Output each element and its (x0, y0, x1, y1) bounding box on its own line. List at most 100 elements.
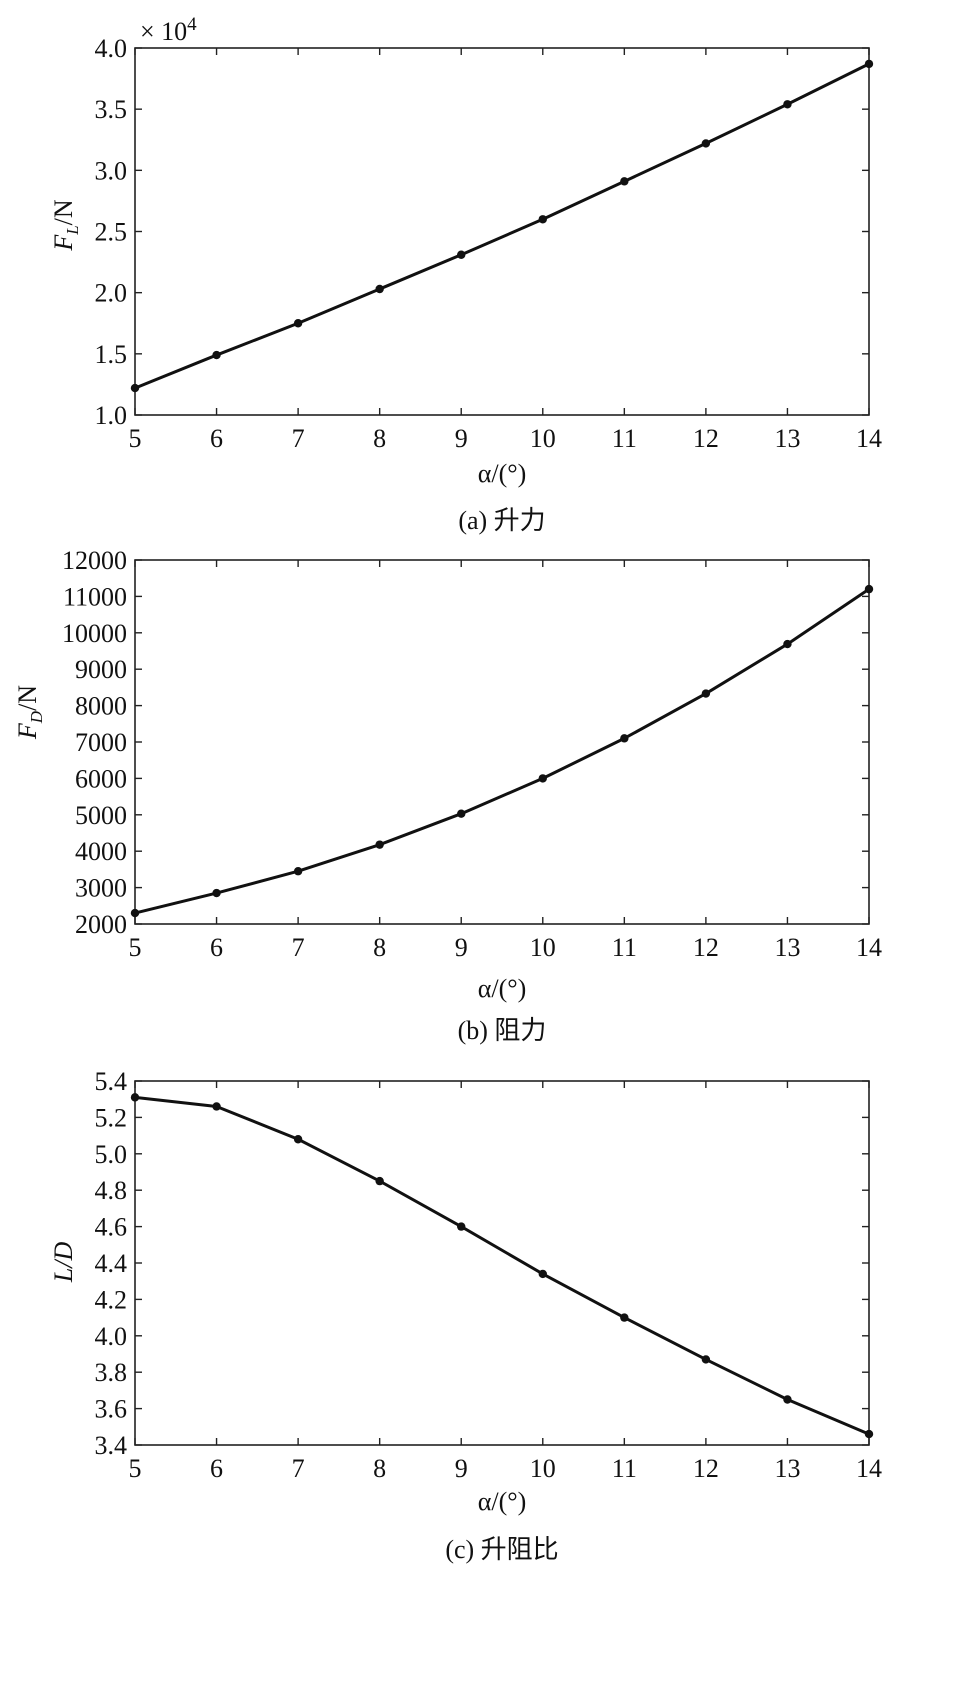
plot-frame (134, 47, 870, 416)
chart-lift: 5 6 7 8 9 10 11 12 13 14 1.0 1.5 2.0 2.5 3.0 3.5 4.0 × … (49, 14, 882, 535)
x-tick-label: 12 (693, 424, 719, 453)
chart-caption: (b) 阻力 (458, 1016, 547, 1045)
x-tick-label: 13 (774, 933, 800, 962)
data-point (457, 250, 466, 259)
data-point (375, 840, 384, 849)
y-multiplier-exponent: 4 (187, 14, 197, 35)
x-tick-label: 13 (774, 424, 800, 453)
y-axis-label: FD/N (13, 685, 46, 740)
plot-frame (134, 1080, 870, 1446)
y-tick-label: 3.0 (95, 156, 128, 185)
y-tick-label: 2.0 (95, 279, 128, 308)
x-tick-labels: 5 6 7 8 9 10 11 12 13 14 (129, 424, 883, 453)
y-tick-label: 10000 (62, 619, 127, 648)
data-point (864, 1429, 874, 1439)
lift-series-line (134, 62, 870, 390)
x-tick-label: 6 (210, 1454, 223, 1483)
x-tick-label: 7 (292, 933, 305, 962)
x-tick-label: 7 (292, 424, 305, 453)
x-tick-labels: 5 6 7 8 9 10 11 12 13 14 (129, 1454, 883, 1483)
x-tick-label: 8 (373, 1454, 386, 1483)
y-tick-label: 1.5 (95, 340, 128, 369)
x-tick-labels: 5 6 7 8 9 10 11 12 13 14 (129, 933, 883, 962)
y-multiplier: × 104 (140, 14, 197, 46)
data-point (130, 908, 140, 918)
x-tick-label: 9 (455, 933, 468, 962)
data-point (212, 1102, 221, 1111)
x-tick-label: 10 (530, 424, 556, 453)
data-point (783, 639, 792, 649)
x-tick-label: 14 (856, 933, 882, 962)
y-tick-label: 3000 (75, 874, 127, 903)
y-tick-label: 8000 (75, 692, 127, 721)
data-point (620, 177, 629, 186)
chart-caption: (c) 升阻比 (445, 1535, 558, 1564)
x-tick-label: 14 (856, 1454, 882, 1483)
tick-marks (134, 559, 870, 925)
y-tick-label: 3.4 (95, 1431, 128, 1460)
x-tick-label: 13 (774, 1454, 800, 1483)
data-point (538, 774, 547, 783)
lift-drag-ratio-series-line (134, 1095, 870, 1436)
x-tick-label: 6 (210, 424, 223, 453)
data-point (457, 809, 466, 818)
data-points (130, 59, 874, 393)
data-point (701, 139, 711, 148)
x-tick-label: 5 (129, 424, 142, 453)
y-tick-labels: 1.0 1.5 2.0 2.5 3.0 3.5 4.0 (95, 34, 128, 430)
plot-frame (134, 559, 870, 925)
data-point (293, 867, 303, 876)
x-tick-label: 14 (856, 424, 882, 453)
data-point (130, 1093, 140, 1102)
y-axis-label: FL/N (49, 199, 82, 252)
y-tick-label: 4.6 (95, 1213, 128, 1242)
y-tick-label: 2000 (75, 910, 127, 939)
x-tick-label: 11 (612, 424, 637, 453)
x-tick-label: 7 (292, 1454, 305, 1483)
data-point (783, 1395, 792, 1404)
data-point (457, 1222, 466, 1231)
y-tick-label: 4000 (75, 837, 127, 866)
data-point (130, 383, 140, 393)
x-tick-label: 6 (210, 933, 223, 962)
data-point (293, 1135, 303, 1144)
data-points (130, 1093, 874, 1439)
chart-drag: 5 6 7 8 9 10 11 12 13 14 2000 3000 4000 5000 6000 7000… (13, 546, 882, 1045)
x-tick-label: 9 (455, 424, 468, 453)
x-axis-label: α/(°) (478, 1487, 527, 1516)
y-tick-label: 3.5 (95, 95, 128, 124)
y-tick-label: 11000 (63, 582, 127, 611)
x-tick-label: 10 (530, 933, 556, 962)
y-tick-label: 5.4 (95, 1067, 128, 1096)
tick-marks (134, 1080, 870, 1446)
y-tick-label: 5.2 (95, 1103, 128, 1132)
y-axis-label: L/D (49, 1242, 78, 1284)
y-tick-label: 4.4 (95, 1249, 128, 1278)
y-tick-label: 4.0 (95, 1322, 128, 1351)
y-tick-label: 5.0 (95, 1140, 128, 1169)
data-point (620, 734, 629, 743)
data-point (375, 284, 384, 294)
data-point (293, 319, 303, 328)
x-tick-label: 5 (129, 933, 142, 962)
data-point (620, 1313, 629, 1322)
data-point (212, 350, 221, 360)
y-tick-label: 4.2 (95, 1285, 128, 1314)
x-tick-label: 8 (373, 933, 386, 962)
y-tick-label: 4.8 (95, 1176, 128, 1205)
data-point (212, 888, 221, 898)
y-tick-label: 9000 (75, 655, 127, 684)
chart-lift-drag-ratio: 5 6 7 8 9 10 11 12 13 14 3.4 3.6 3.8 4.0 4.2 4.4 4.6 4.8… (49, 1067, 882, 1564)
y-tick-label: 3.8 (95, 1358, 128, 1387)
y-tick-labels: 3.4 3.6 3.8 4.0 4.2 4.4 4.6 4.8 5.0 5.2 5.4 (95, 1067, 128, 1460)
data-point (538, 215, 547, 224)
y-tick-labels: 2000 3000 4000 5000 6000 7000 8000 9000 10000 110… (62, 546, 127, 939)
data-point (783, 100, 792, 109)
y-tick-label: 5000 (75, 801, 127, 830)
x-tick-label: 8 (373, 424, 386, 453)
x-axis-label: α/(°) (478, 974, 527, 1003)
x-tick-label: 11 (612, 933, 637, 962)
y-tick-label: 6000 (75, 764, 127, 793)
y-axis-label-subscript: L (63, 225, 82, 235)
data-point (375, 1176, 384, 1186)
